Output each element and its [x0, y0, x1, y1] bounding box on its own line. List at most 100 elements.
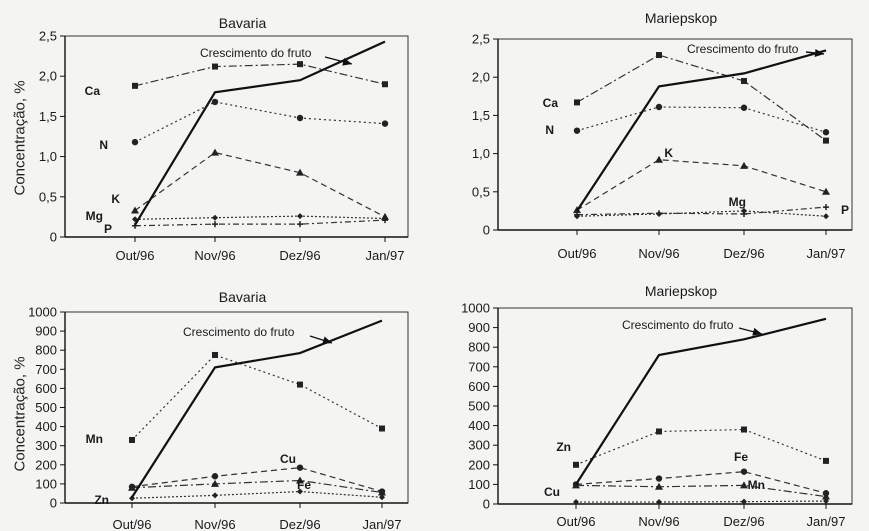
- y-tick-label: 700: [468, 359, 490, 374]
- data-point-ca: [132, 82, 138, 89]
- y-tick-label: 2,0: [472, 70, 490, 85]
- series-k: [131, 148, 389, 220]
- fruit-growth-line: [134, 40, 386, 226]
- series-label-zn: Zn: [556, 440, 571, 454]
- series-line-p: [576, 206, 827, 216]
- y-tick-label: 2,5: [472, 32, 490, 47]
- y-tick-label: 0: [50, 230, 57, 245]
- x-tick-label: Jan/97: [806, 514, 845, 529]
- data-point-p: [382, 217, 388, 224]
- data-point-cu: [296, 464, 304, 471]
- chart-bavaria-macronutrients: Bavaria 0 0,5 1,0 1,5 2,0 2,5 Out/96 Nov/96 Dez/9…: [0, 0, 430, 270]
- series-line-zn: [131, 490, 383, 499]
- chart-title: Mariepskop: [645, 283, 718, 299]
- data-point-p: [656, 210, 662, 217]
- data-point-p: [212, 221, 218, 228]
- data-point-cu: [573, 499, 579, 506]
- data-point-k: [296, 168, 304, 176]
- series-mn: [572, 481, 830, 500]
- x-tick-label: Nov/96: [194, 517, 235, 531]
- series-line-k: [134, 151, 386, 218]
- series-line-k: [576, 159, 827, 211]
- series-line-mg: [576, 210, 827, 217]
- x-tick-label: Jan/97: [806, 246, 845, 261]
- series-line-n: [576, 106, 827, 133]
- y-tick-label: 600: [468, 379, 490, 394]
- data-point-cu: [656, 499, 662, 506]
- data-point-zn: [212, 492, 218, 499]
- data-point-mn: [822, 492, 830, 500]
- series-line-ca: [134, 63, 386, 87]
- series-label-mg: Mg: [729, 195, 746, 209]
- data-point-zn: [823, 457, 829, 464]
- chart-title: Bavaria: [219, 15, 267, 31]
- y-tick-label: 1000: [28, 305, 57, 320]
- data-point-n: [740, 104, 748, 111]
- series-label-cu: Cu: [280, 452, 296, 466]
- y-tick-label: 0: [483, 497, 490, 512]
- y-tick-label: 500: [468, 399, 490, 414]
- x-tick-label: Dez/96: [279, 517, 320, 531]
- series-label-mg: Mg: [86, 209, 103, 223]
- series-mg: [132, 213, 388, 223]
- chart-title: Mariepskop: [645, 10, 718, 26]
- chart-mariepskop-macronutrients: Mariepskop 0 0,5 1,0 1,5 2,0 2,5 Out/96 Nov/96 De…: [440, 0, 869, 270]
- data-point-p: [297, 221, 303, 228]
- data-point-ca: [382, 81, 388, 88]
- x-tick-label: Nov/96: [638, 246, 679, 261]
- series-line-fe: [575, 471, 827, 494]
- y-axis-label-bottom: Concentração, %: [11, 356, 29, 472]
- data-point-k: [655, 155, 663, 163]
- y-tick-label: 300: [35, 438, 57, 453]
- y-tick-label: 0: [50, 496, 57, 511]
- chart-title: Bavaria: [219, 289, 267, 305]
- y-tick-label: 0,5: [472, 184, 490, 199]
- data-point-n: [131, 138, 139, 146]
- annotation-arrow-head: [342, 57, 352, 66]
- data-point-k: [822, 187, 830, 195]
- data-point-ca: [574, 99, 580, 106]
- y-tick-label: 1000: [461, 301, 490, 316]
- chart-svg-mariepskop-macro: Mariepskop 0 0,5 1,0 1,5 2,0 2,5 Out/96 Nov/96 De…: [472, 10, 853, 261]
- data-point-k: [211, 148, 219, 156]
- y-tick-label: 0,5: [39, 189, 57, 204]
- data-point-mn: [655, 482, 663, 490]
- y-tick-label: 500: [35, 400, 57, 415]
- y-tick-label: 2,5: [39, 29, 57, 44]
- series-cu: [573, 498, 829, 506]
- y-tick-label: 900: [35, 324, 57, 339]
- chart-mariepskop-micronutrients: Mariepskop 0 100 200 300 400 500 600 700 800 900 10…: [440, 272, 869, 531]
- annotation-arrow-head: [752, 327, 762, 336]
- series-label-n: N: [99, 138, 108, 152]
- data-point-zn: [656, 428, 662, 435]
- series-label-k: K: [111, 192, 120, 206]
- series-line-ca: [576, 54, 827, 142]
- y-tick-label: 0: [483, 223, 490, 238]
- series-ca: [574, 52, 829, 144]
- y-tick-label: 1,0: [472, 146, 490, 161]
- data-point-mn: [297, 381, 303, 388]
- data-point-zn: [297, 488, 303, 495]
- data-point-p: [823, 204, 829, 211]
- series-p: [132, 217, 388, 229]
- data-point-n: [381, 120, 389, 127]
- fruit-growth-annotation: Crescimento do fruto: [200, 46, 312, 60]
- data-point-fe: [128, 483, 136, 491]
- chart-bavaria-micronutrients: Bavaria 0 100 200 300 400 500 600 700 800 900 1000 O…: [0, 272, 430, 531]
- data-point-n: [296, 114, 304, 122]
- series-line-p: [134, 219, 386, 227]
- y-tick-label: 400: [468, 418, 490, 433]
- chart-svg-bavaria-micro: Bavaria 0 100 200 300 400 500 600 700 800 900 1000 O…: [28, 289, 409, 531]
- x-tick-label: Nov/96: [194, 248, 235, 263]
- series-fe: [128, 476, 386, 496]
- series-label-ca: Ca: [85, 84, 101, 98]
- series-mn: [129, 351, 385, 443]
- series-label-p: P: [104, 222, 112, 236]
- series-zn: [573, 426, 829, 468]
- series-label-fe: Fe: [297, 478, 311, 492]
- fruit-growth-annotation: Crescimento do fruto: [183, 325, 295, 339]
- data-point-mn: [740, 481, 748, 489]
- series-label-zn: Zn: [94, 493, 109, 507]
- y-tick-label: 100: [468, 477, 490, 492]
- data-point-mg: [741, 207, 747, 214]
